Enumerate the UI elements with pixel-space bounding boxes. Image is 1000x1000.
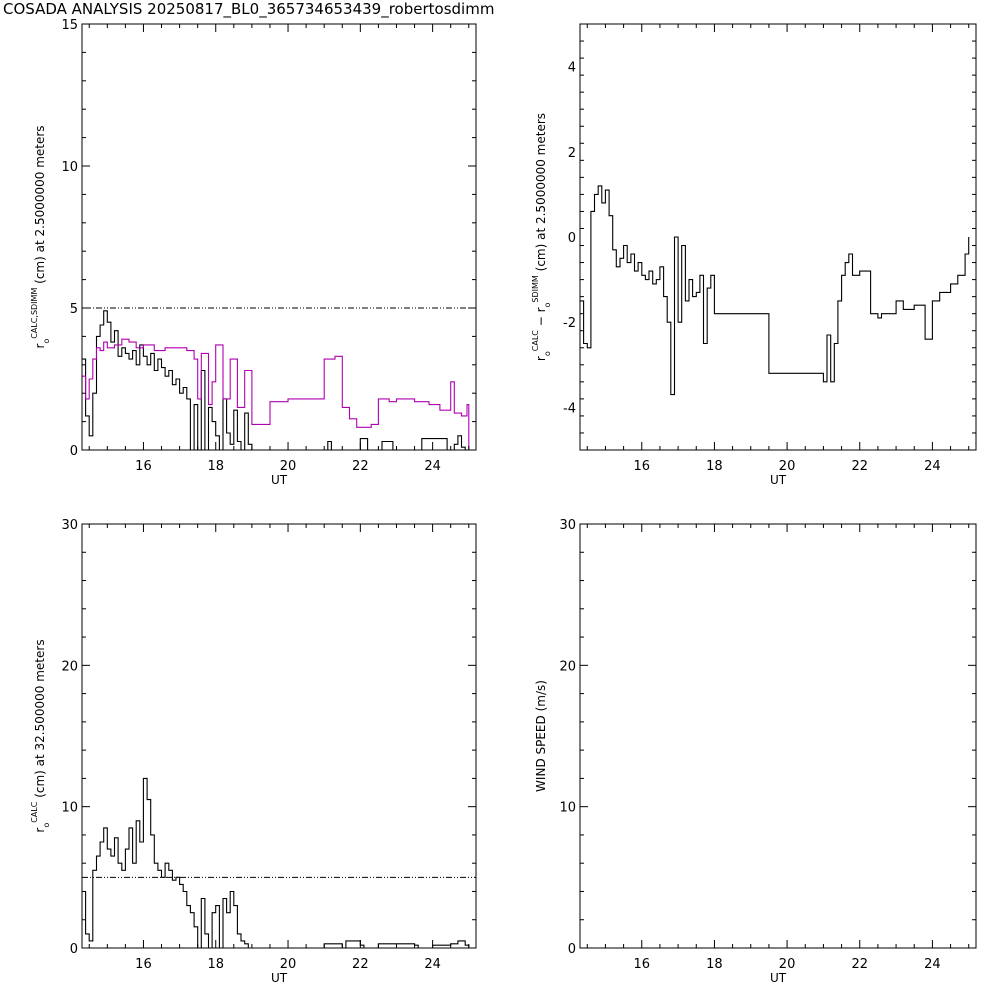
y-tick-label: 2 (568, 146, 576, 161)
panel-3: 16 18 20 22 24 UT 0 10 20 30 roCALC (cm) at 32.500… (30, 518, 477, 985)
y-tick-label: 20 (61, 659, 78, 674)
x-axis-label: UT (271, 473, 288, 487)
x-tick-label: 16 (633, 459, 650, 474)
series-line-1 (580, 185, 970, 396)
y-tick-label: 10 (559, 801, 576, 816)
plot-frame (579, 523, 977, 949)
plot-frame (579, 23, 977, 451)
x-axis-label: UT (770, 971, 787, 985)
plot-frame (81, 23, 477, 451)
plot-frame (81, 523, 477, 949)
x-tick-label: 18 (207, 459, 224, 474)
y-tick-label: -4 (563, 401, 576, 416)
x-tick-label: 18 (207, 957, 224, 972)
y-axis-label: WIND SPEED (m/s) (534, 680, 548, 792)
y-tick-label: 30 (559, 518, 576, 533)
x-tick-label: 22 (851, 957, 868, 972)
x-tick-label: 24 (424, 459, 441, 474)
x-tick-label: 20 (280, 957, 297, 972)
y-tick-label: 5 (70, 302, 78, 317)
x-tick-label: 16 (135, 957, 152, 972)
y-axis-label: roCALC − roSDIMM (cm) at 2.5000000 meter… (531, 113, 552, 361)
x-tick-label: 20 (779, 957, 796, 972)
y-axis-label: roCALC (cm) at 32.500000 meters (30, 639, 51, 832)
x-tick-label: 16 (135, 459, 152, 474)
series-line-2 (82, 338, 470, 450)
series-line-1 (82, 310, 469, 450)
x-tick-label: 22 (352, 459, 369, 474)
y-tick-label: 30 (61, 518, 78, 533)
x-tick-label: 18 (706, 459, 723, 474)
y-tick-label: 4 (568, 61, 576, 76)
y-tick-label: 10 (61, 801, 78, 816)
x-tick-label: 22 (851, 459, 868, 474)
y-tick-label: 20 (559, 659, 576, 674)
x-tick-label: 18 (706, 957, 723, 972)
y-tick-label: 0 (70, 942, 78, 957)
figure-title: COSADA ANALYSIS 20250817_BL0_36573465343… (3, 0, 495, 18)
x-tick-label: 22 (352, 957, 369, 972)
series-line-1 (82, 777, 470, 948)
y-tick-label: 0 (568, 231, 576, 246)
y-tick-label: 10 (61, 160, 78, 175)
panel-1: 16 18 20 22 24 UT 0 5 10 15 roCALC,SDIMM (cm) at 2… (30, 18, 477, 487)
y-tick-label: -2 (563, 316, 576, 331)
y-axis-label: roCALC,SDIMM (cm) at 2.5000000 meters (30, 125, 51, 348)
x-axis-label: UT (770, 473, 787, 487)
x-tick-label: 20 (280, 459, 297, 474)
y-tick-label: 15 (61, 18, 78, 33)
x-axis-label: UT (271, 971, 288, 985)
x-tick-label: 24 (424, 957, 441, 972)
x-tick-label: 24 (924, 957, 941, 972)
x-tick-label: 24 (924, 459, 941, 474)
y-tick-label: 0 (70, 444, 78, 459)
y-tick-label: 0 (568, 942, 576, 957)
x-tick-label: 20 (779, 459, 796, 474)
panel-4: 16 18 20 22 24 UT 0 10 20 30 WIND SPEED (m/s) (534, 518, 977, 985)
x-tick-label: 16 (633, 957, 650, 972)
